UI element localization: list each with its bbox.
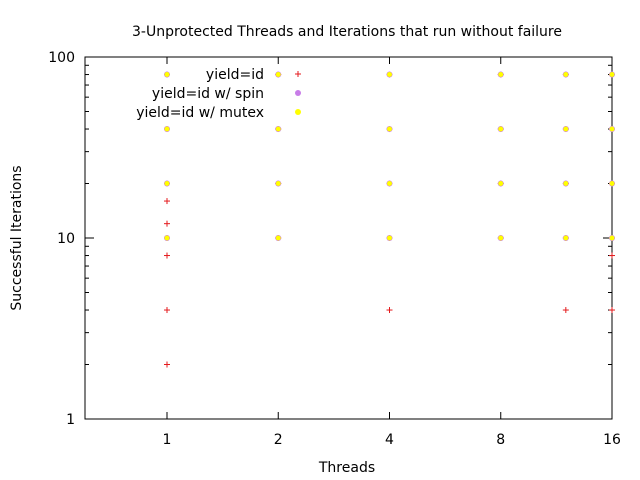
data-point bbox=[386, 235, 392, 241]
x-tick-label: 16 bbox=[603, 432, 621, 448]
legend-label: yield=id w/ spin bbox=[152, 86, 264, 102]
x-axis-label: Threads bbox=[318, 460, 375, 476]
data-point bbox=[609, 181, 615, 187]
data-point bbox=[163, 198, 170, 205]
data-point bbox=[386, 181, 392, 187]
y-tick-label: 100 bbox=[48, 50, 75, 66]
data-point bbox=[163, 220, 170, 227]
data-point bbox=[563, 72, 569, 78]
x-tick-label: 1 bbox=[163, 432, 172, 448]
data-point bbox=[275, 72, 281, 78]
data-point bbox=[163, 252, 170, 259]
data-point bbox=[609, 126, 615, 132]
y-tick-label: 10 bbox=[57, 231, 75, 247]
data-points bbox=[163, 71, 615, 368]
data-point bbox=[563, 126, 569, 132]
data-point bbox=[498, 126, 504, 132]
data-point bbox=[386, 126, 392, 132]
data-point bbox=[163, 307, 170, 314]
data-point bbox=[164, 72, 170, 78]
legend-swatch bbox=[295, 90, 301, 96]
legend-label: yield=id w/ mutex bbox=[136, 105, 264, 121]
data-point bbox=[609, 307, 615, 314]
data-point bbox=[609, 72, 615, 78]
data-point bbox=[386, 307, 393, 314]
data-point bbox=[163, 361, 170, 368]
data-point bbox=[562, 307, 569, 314]
data-point bbox=[164, 235, 170, 241]
data-point bbox=[498, 72, 504, 78]
data-point bbox=[164, 126, 170, 132]
data-point bbox=[275, 181, 281, 187]
x-tick-label: 4 bbox=[385, 432, 394, 448]
data-point bbox=[386, 72, 392, 78]
data-point bbox=[275, 235, 281, 241]
x-tick-label: 2 bbox=[274, 432, 283, 448]
legend-swatch bbox=[295, 109, 301, 115]
series-3 bbox=[164, 72, 615, 241]
data-point bbox=[498, 181, 504, 187]
legend-label: yield=id bbox=[206, 67, 264, 83]
chart-title: 3-Unprotected Threads and Iterations tha… bbox=[132, 24, 562, 40]
data-point bbox=[609, 235, 615, 241]
legend: yield=id yield=id w/ spin yield=id w/ mute… bbox=[136, 67, 301, 121]
data-point bbox=[563, 235, 569, 241]
data-point bbox=[563, 181, 569, 187]
x-tick-label: 8 bbox=[496, 432, 505, 448]
axis-ticks: 1 2 4 8 16 1 10 100 bbox=[48, 50, 621, 448]
data-point bbox=[609, 252, 615, 259]
data-point bbox=[498, 235, 504, 241]
legend-swatch bbox=[295, 71, 301, 77]
y-tick-label: 1 bbox=[66, 412, 75, 428]
y-axis-label: Successful Iterations bbox=[9, 165, 25, 310]
data-point bbox=[164, 181, 170, 187]
data-point bbox=[275, 126, 281, 132]
